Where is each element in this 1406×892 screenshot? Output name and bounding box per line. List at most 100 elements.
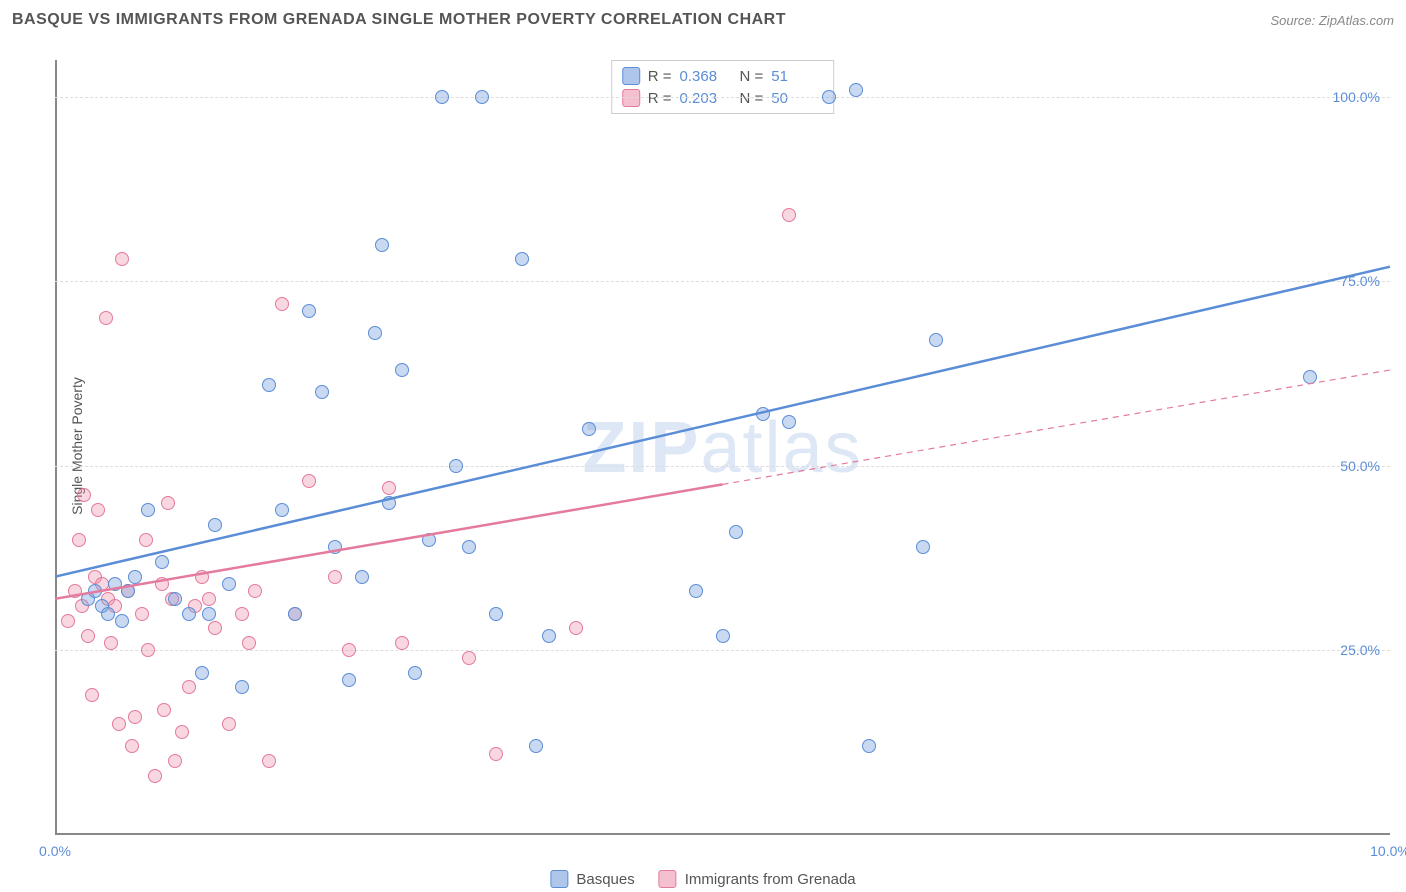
scatter-point xyxy=(849,83,863,97)
scatter-point xyxy=(929,333,943,347)
scatter-point xyxy=(202,607,216,621)
scatter-point xyxy=(315,385,329,399)
scatter-point xyxy=(125,739,139,753)
scatter-point xyxy=(302,474,316,488)
scatter-point xyxy=(141,503,155,517)
source-attribution: Source: ZipAtlas.com xyxy=(1270,13,1394,28)
legend-r-value: 0.368 xyxy=(680,68,732,85)
scatter-point xyxy=(85,688,99,702)
x-tick-label: 0.0% xyxy=(39,843,71,859)
scatter-point xyxy=(408,666,422,680)
legend-n-value: 51 xyxy=(771,68,823,85)
scatter-point xyxy=(155,577,169,591)
scatter-point xyxy=(342,673,356,687)
scatter-point xyxy=(382,481,396,495)
scatter-point xyxy=(104,636,118,650)
scatter-point xyxy=(275,297,289,311)
scatter-point xyxy=(148,769,162,783)
scatter-point xyxy=(135,607,149,621)
scatter-point xyxy=(141,643,155,657)
legend-item: Immigrants from Grenada xyxy=(659,870,856,888)
scatter-point xyxy=(91,503,105,517)
chart-title: BASQUE VS IMMIGRANTS FROM GRENADA SINGLE… xyxy=(12,11,786,29)
legend-r-label: R = xyxy=(648,90,672,107)
scatter-point xyxy=(328,570,342,584)
scatter-point xyxy=(208,621,222,635)
x-axis-line xyxy=(55,833,1390,835)
legend-swatch xyxy=(550,870,568,888)
scatter-point xyxy=(1303,370,1317,384)
scatter-point xyxy=(328,540,342,554)
scatter-point xyxy=(368,326,382,340)
scatter-point xyxy=(262,754,276,768)
scatter-point xyxy=(139,533,153,547)
scatter-point xyxy=(395,636,409,650)
scatter-point xyxy=(182,680,196,694)
scatter-point xyxy=(115,614,129,628)
scatter-point xyxy=(462,540,476,554)
scatter-point xyxy=(342,643,356,657)
scatter-point xyxy=(782,208,796,222)
scatter-point xyxy=(157,703,171,717)
scatter-point xyxy=(862,739,876,753)
scatter-point xyxy=(128,570,142,584)
legend-swatch xyxy=(622,67,640,85)
grid-line xyxy=(55,650,1390,651)
scatter-point xyxy=(916,540,930,554)
scatter-point xyxy=(222,577,236,591)
scatter-point xyxy=(475,90,489,104)
scatter-point xyxy=(782,415,796,429)
legend-label: Immigrants from Grenada xyxy=(685,871,856,888)
y-tick-label: 75.0% xyxy=(1340,273,1380,289)
legend-row: R = 0.368 N = 51 xyxy=(622,65,824,87)
scatter-point xyxy=(168,754,182,768)
scatter-point xyxy=(168,592,182,606)
trend-lines xyxy=(55,60,1390,835)
y-tick-label: 100.0% xyxy=(1333,89,1380,105)
legend-r-value: 0.203 xyxy=(680,90,732,107)
scatter-point xyxy=(355,570,369,584)
scatter-point xyxy=(175,725,189,739)
scatter-point xyxy=(182,607,196,621)
scatter-point xyxy=(449,459,463,473)
scatter-point xyxy=(756,407,770,421)
scatter-point xyxy=(208,518,222,532)
legend-n-label: N = xyxy=(740,68,764,85)
scatter-point xyxy=(195,666,209,680)
scatter-point xyxy=(542,629,556,643)
legend-item: Basques xyxy=(550,870,634,888)
scatter-point xyxy=(101,607,115,621)
scatter-point xyxy=(422,533,436,547)
legend-row: R =0.203N =50 xyxy=(622,87,824,109)
scatter-point xyxy=(88,584,102,598)
title-bar: BASQUE VS IMMIGRANTS FROM GRENADA SINGLE… xyxy=(0,0,1406,40)
grid-line xyxy=(55,97,1390,98)
legend-label: Basques xyxy=(576,871,634,888)
y-tick-label: 25.0% xyxy=(1340,642,1380,658)
scatter-point xyxy=(81,629,95,643)
scatter-point xyxy=(689,584,703,598)
legend-n-label: N = xyxy=(740,90,764,107)
grid-line xyxy=(55,281,1390,282)
scatter-point xyxy=(155,555,169,569)
scatter-point xyxy=(195,570,209,584)
scatter-point xyxy=(77,488,91,502)
legend-swatch xyxy=(659,870,677,888)
scatter-point xyxy=(462,651,476,665)
scatter-point xyxy=(202,592,216,606)
scatter-point xyxy=(112,717,126,731)
legend-correlation: R =0.368N =51R =0.203N =50 xyxy=(611,60,835,114)
scatter-point xyxy=(395,363,409,377)
scatter-point xyxy=(99,311,113,325)
scatter-point xyxy=(235,680,249,694)
grid-line xyxy=(55,466,1390,467)
scatter-point xyxy=(115,252,129,266)
scatter-point xyxy=(248,584,262,598)
scatter-point xyxy=(489,747,503,761)
scatter-point xyxy=(68,584,82,598)
scatter-point xyxy=(729,525,743,539)
legend-swatch xyxy=(622,89,640,107)
legend-r-label: R = xyxy=(648,68,672,85)
legend-series: Basques Immigrants from Grenada xyxy=(550,870,855,888)
scatter-plot: ZIPatlas R =0.368N =51R =0.203N =50 25.0… xyxy=(55,60,1390,835)
